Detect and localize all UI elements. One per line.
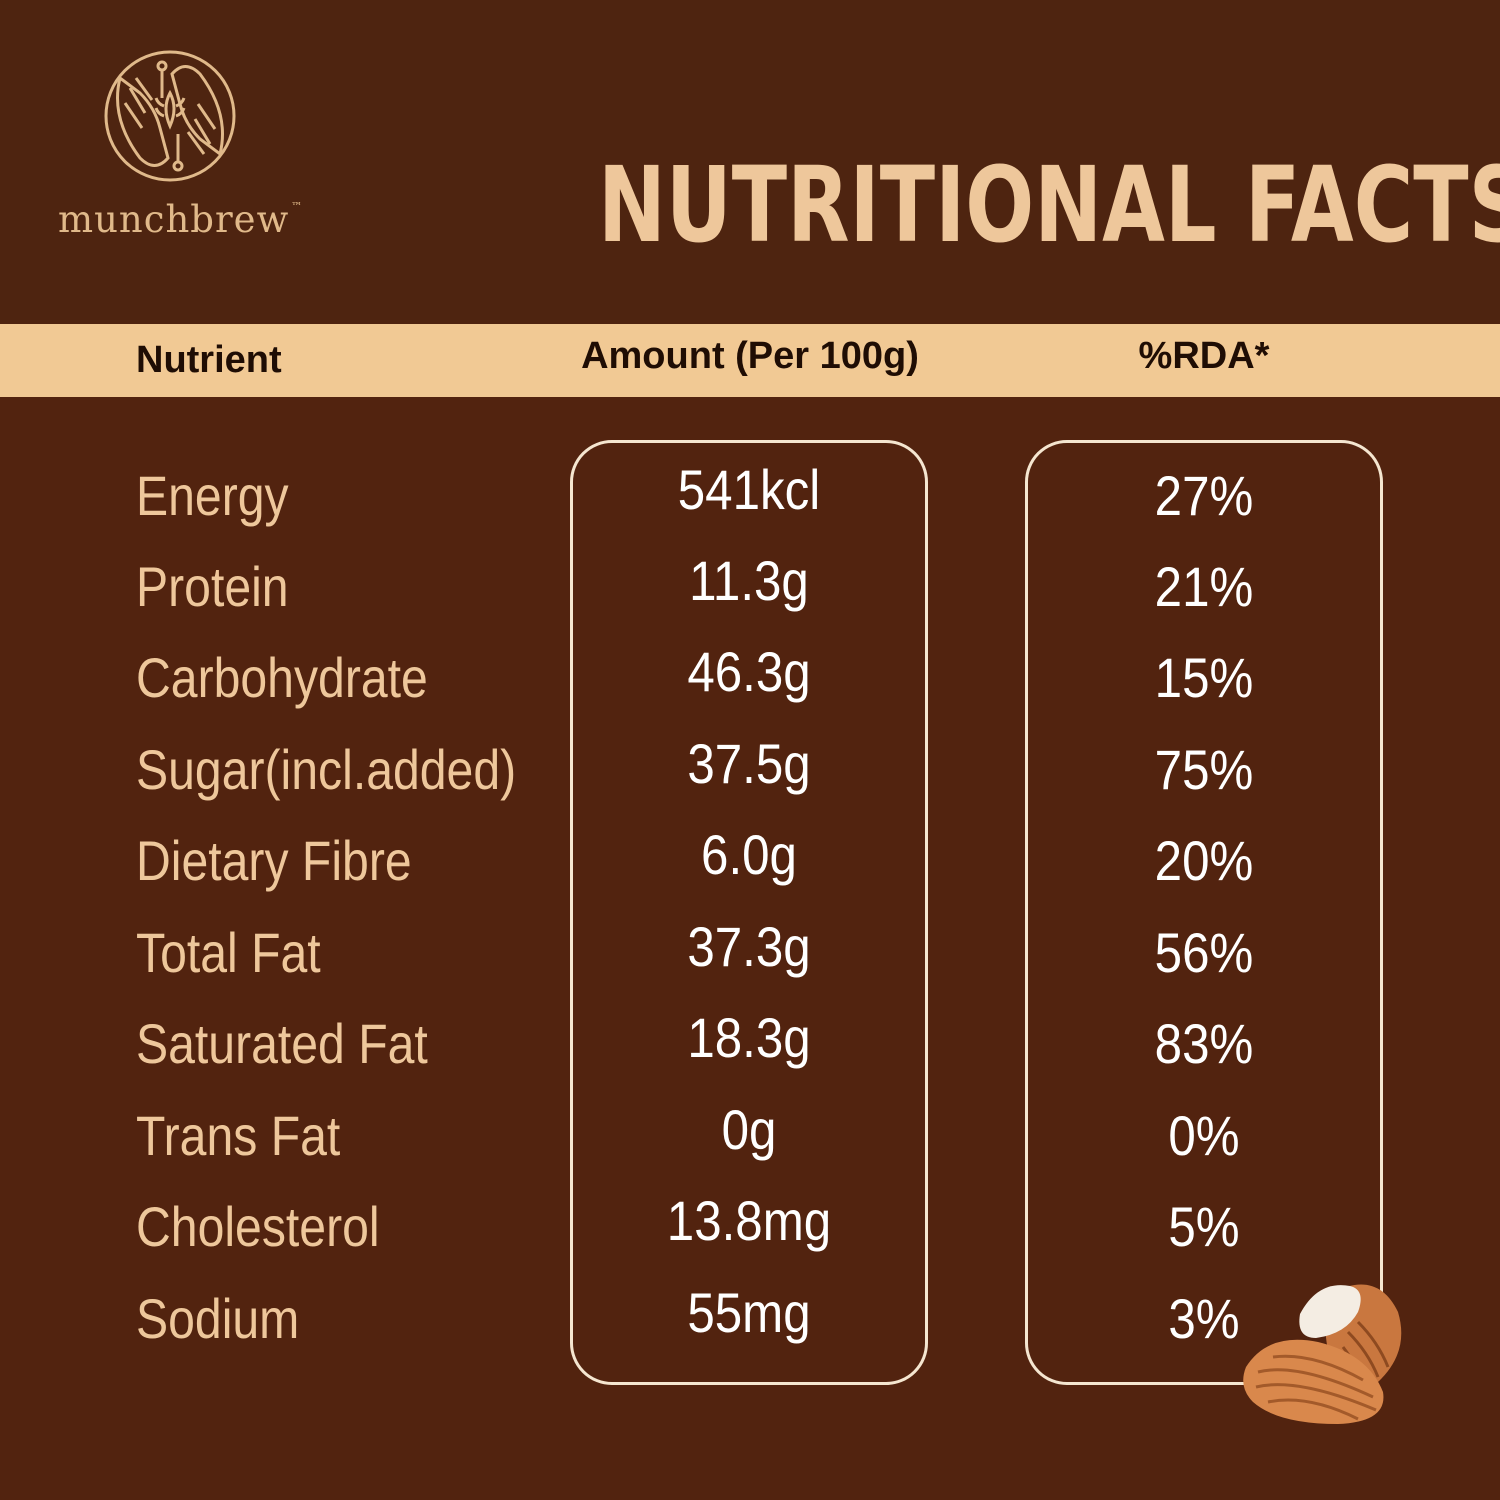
nutrient-name: Carbohydrate <box>136 646 428 709</box>
table-row: Dietary Fibre 6.0g 20% <box>0 815 1500 907</box>
nutrient-name: Protein <box>136 555 289 618</box>
header-rda: %RDA* <box>1138 335 1270 377</box>
page-title: NUTRITIONAL FACTS <box>598 144 1500 266</box>
nutrient-name: Cholesterol <box>136 1195 380 1258</box>
nutrient-name: Energy <box>136 464 289 527</box>
nutrient-rda: 3% <box>1168 1287 1240 1350</box>
nutrient-amount: 55mg <box>687 1281 811 1344</box>
table-row: Sodium 55mg 3% <box>0 1273 1500 1365</box>
hands-circle-logo-icon <box>104 50 236 182</box>
nutrient-rda: 83% <box>1154 1012 1254 1075</box>
nutrient-rda: 75% <box>1154 738 1254 801</box>
amount-column-box <box>570 440 928 1385</box>
header-nutrient: Nutrient <box>136 339 282 381</box>
nutrient-name: Saturated Fat <box>136 1012 428 1075</box>
table-row: Total Fat 37.3g 56% <box>0 907 1500 999</box>
nutrient-amount: 37.3g <box>687 915 811 978</box>
nutrient-amount: 11.3g <box>689 549 809 612</box>
nutrient-amount: 0g <box>721 1098 777 1161</box>
nutrient-rda: 27% <box>1154 464 1254 527</box>
brand-name: munchbrew ™ <box>58 198 304 241</box>
nutrient-name: Sodium <box>136 1287 300 1350</box>
table-row: Sugar(incl.added) 37.5g 75% <box>0 724 1500 816</box>
nutrient-name: Trans Fat <box>136 1104 341 1167</box>
table-row: Trans Fat 0g 0% <box>0 1090 1500 1182</box>
almonds-icon <box>1243 1284 1402 1424</box>
nutrient-rda: 20% <box>1154 829 1254 892</box>
nutrient-name: Total Fat <box>136 921 321 984</box>
table-row: Saturated Fat 18.3g 83% <box>0 998 1500 1090</box>
nutrient-rda: 56% <box>1154 921 1254 984</box>
nutrient-amount: 6.0g <box>701 823 797 886</box>
nutrient-rda: 15% <box>1154 646 1254 709</box>
nutrient-rda: 21% <box>1154 555 1254 618</box>
nutrient-name: Dietary Fibre <box>136 829 412 892</box>
nutrient-amount: 18.3g <box>687 1006 811 1069</box>
table-row: Protein 11.3g 21% <box>0 541 1500 633</box>
nutrient-rda: 5% <box>1168 1195 1240 1258</box>
nutrient-name: Sugar(incl.added) <box>136 738 517 801</box>
nutrient-amount: 37.5g <box>687 732 811 795</box>
rda-column-box <box>1025 440 1383 1385</box>
header-amount: Amount (Per 100g) <box>581 335 919 377</box>
nutrient-amount: 46.3g <box>687 640 811 703</box>
table-row: Carbohydrate 46.3g 15% <box>0 632 1500 724</box>
nutrient-amount: 13.8mg <box>666 1189 832 1252</box>
table-row: Energy 541kcl 27% <box>0 450 1500 542</box>
nutrient-amount: 541kcl <box>677 458 821 521</box>
nutrient-rda: 0% <box>1168 1104 1240 1167</box>
table-header: Nutrient Amount (Per 100g) %RDA* <box>0 324 1500 397</box>
top-band <box>0 0 1500 324</box>
table-row: Cholesterol 13.8mg 5% <box>0 1181 1500 1273</box>
brand-logo: munchbrew ™ <box>55 38 305 248</box>
